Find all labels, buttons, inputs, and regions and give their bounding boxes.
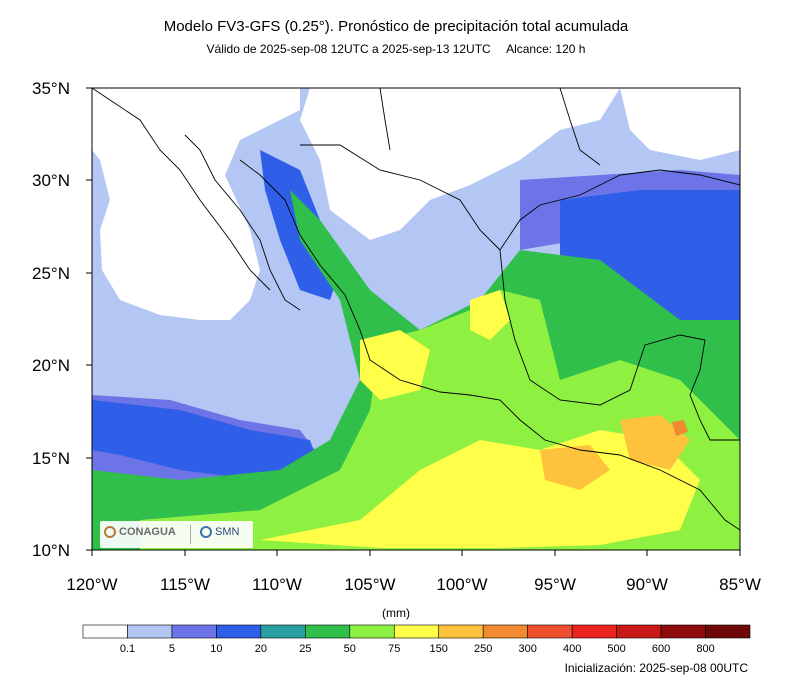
lon-label-90: 90°W — [626, 575, 668, 594]
lon-label-115: 115°W — [160, 575, 210, 594]
precip-75-150-center — [470, 290, 510, 340]
map-title: Modelo FV3-GFS (0.25°). Pronóstico de pr… — [163, 18, 629, 35]
colorbar-threshold-label: 25 — [299, 643, 311, 655]
colorbar-labels: 0.1 5 10 20 25 50 75 150 250 300 400 500 600 800 — [120, 643, 715, 655]
conagua-logo: CONAGUA — [104, 526, 176, 539]
coastlines — [92, 88, 740, 531]
colorbar-threshold-label: 5 — [169, 643, 175, 655]
axis-ticks — [86, 87, 741, 556]
logo-divider — [190, 525, 191, 544]
colorbar-swatch — [260, 624, 306, 639]
lat-label-20: 20°N — [32, 356, 70, 375]
colorbar-swatch — [571, 624, 617, 639]
colorbar-threshold-label: 20 — [255, 643, 267, 655]
colorbar-swatch — [393, 624, 440, 639]
colorbar-threshold-label: 50 — [344, 643, 356, 655]
colorbar-threshold-label: 75 — [388, 643, 400, 655]
colorbar-swatch — [527, 624, 573, 639]
conagua-emblem-icon — [104, 526, 116, 539]
colorbar-swatch — [216, 624, 262, 639]
colorbar-swatch — [82, 624, 128, 639]
lon-label-110: 110°W — [252, 575, 302, 594]
colorbar-threshold-label: 150 — [430, 643, 448, 655]
map-area — [92, 88, 740, 550]
logo-panel: CONAGUA SMN — [100, 521, 253, 548]
colorbar-swatch — [482, 624, 528, 639]
map-subtitle: Válido de 2025-sep-08 12UTC a 2025-sep-1… — [0, 42, 792, 56]
lon-label-85: 85°W — [719, 575, 761, 594]
colorbar-swatch — [127, 624, 173, 639]
colorbar-threshold-label: 0.1 — [120, 643, 135, 655]
precip-150-250 — [540, 445, 610, 490]
smn-emblem-icon — [200, 526, 212, 539]
lat-label-25: 25°N — [32, 264, 70, 283]
colorbar-swatch — [616, 624, 662, 639]
lon-label-105: 105°W — [344, 575, 395, 594]
conagua-logo-text: CONAGUA — [119, 526, 176, 538]
precip-250-300 — [672, 420, 688, 436]
lon-label-120: 120°W — [66, 575, 117, 594]
colorbar-swatch — [349, 624, 395, 639]
colorbar-swatch — [660, 624, 706, 639]
dry-area-west — [92, 88, 300, 320]
dry-area-north — [300, 88, 620, 240]
precip-75-150-inland — [360, 330, 430, 400]
smn-logo-text: SMN — [215, 526, 240, 538]
precip-10-20-gulf — [560, 190, 740, 330]
colorbar-threshold-label: 500 — [607, 643, 625, 655]
valid-period: Válido de 2025-sep-08 12UTC a 2025-sep-1… — [206, 42, 491, 56]
colorbar-threshold-label: 300 — [518, 643, 536, 655]
dry-area-east — [620, 88, 740, 160]
colorbar-threshold-label: 800 — [696, 643, 714, 655]
colorbar — [82, 624, 751, 639]
colorbar-threshold-label: 10 — [210, 643, 222, 655]
lon-label-95: 95°W — [534, 575, 576, 594]
precip-150-250-b — [620, 415, 690, 470]
colorbar-swatch — [305, 624, 351, 639]
colorbar-threshold-label: 400 — [563, 643, 581, 655]
forecast-range: Alcance: 120 h — [506, 42, 586, 56]
colorbar-threshold-label: 600 — [652, 643, 670, 655]
initialization-label: Inicialización: 2025-sep-08 00UTC — [564, 661, 748, 675]
colorbar-threshold-label: 250 — [474, 643, 492, 655]
colorbar-swatch — [705, 624, 751, 639]
colorbar-swatch — [438, 624, 484, 639]
smn-logo: SMN — [200, 526, 240, 539]
colorbar-swatch — [171, 624, 217, 639]
lat-label-15: 15°N — [32, 449, 70, 468]
lat-label-35: 35°N — [32, 79, 70, 98]
precip-10-20 — [92, 400, 320, 480]
lat-label-10: 10°N — [32, 541, 70, 560]
lon-label-100: 100°W — [436, 575, 487, 594]
map-frame — [91, 87, 741, 551]
lat-label-30: 30°N — [32, 171, 70, 190]
colorbar-unit: (mm) — [382, 606, 410, 620]
